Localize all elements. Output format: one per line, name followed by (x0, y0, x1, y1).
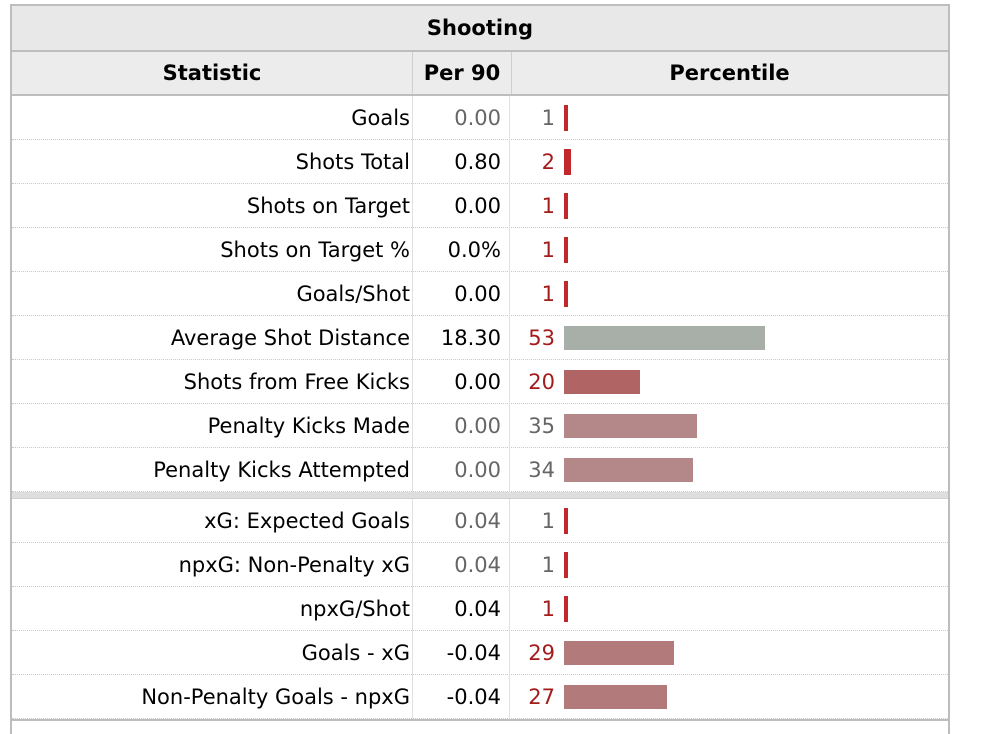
statistic-label: Goals - xG (301, 641, 410, 665)
header-per90[interactable]: Per 90 (412, 52, 512, 94)
percentile-value: 1 (541, 553, 555, 577)
per90-value: 0.00 (412, 448, 510, 492)
statistic-label: Shots on Target % (220, 238, 410, 262)
group-separator (12, 492, 948, 499)
header-percentile[interactable]: Percentile (669, 61, 790, 85)
table-row: Goals - xG -0.04 29 (12, 631, 948, 675)
percentile-value: 29 (528, 641, 555, 665)
statistic-label: Penalty Kicks Made (207, 414, 410, 438)
percentile-bar (564, 105, 568, 131)
table-body: Goals 0.00 1 Shots Total 0.80 2 Shots on Targe… (12, 96, 948, 719)
statistic-label: Shots from Free Kicks (183, 370, 410, 394)
percentile-bar (564, 596, 568, 622)
per90-value: 0.04 (412, 587, 510, 631)
header-statistic[interactable]: Statistic (162, 61, 262, 85)
table-row: Penalty Kicks Made 0.00 35 (12, 404, 948, 448)
statistic-label: Goals (351, 106, 410, 130)
table-bottom-border (12, 719, 948, 721)
per90-value: 0.00 (412, 272, 510, 316)
statistic-label: Average Shot Distance (170, 326, 410, 350)
per90-value: 0.00 (412, 360, 510, 404)
table-row: Penalty Kicks Attempted 0.00 34 (12, 448, 948, 492)
percentile-bar (564, 370, 640, 394)
percentile-value: 1 (541, 238, 555, 262)
statistic-label: Goals/Shot (296, 282, 410, 306)
per90-value: 18.30 (412, 316, 510, 360)
per90-value: 0.80 (412, 140, 510, 184)
statistic-label: npxG: Non-Penalty xG (178, 553, 410, 577)
table-frame (10, 4, 950, 734)
percentile-value: 1 (541, 194, 555, 218)
percentile-bar (564, 193, 568, 219)
percentile-bar (564, 237, 568, 263)
table-row: npxG: Non-Penalty xG 0.04 1 (12, 543, 948, 587)
statistic-label: xG: Expected Goals (204, 509, 410, 533)
percentile-value: 1 (541, 282, 555, 306)
percentile-value: 1 (541, 106, 555, 130)
per90-value: 0.00 (412, 404, 510, 448)
percentile-bar (564, 458, 694, 482)
per90-value: 0.04 (412, 543, 510, 587)
table-top-border (10, 4, 950, 6)
table-row: Average Shot Distance 18.30 53 (12, 316, 948, 360)
per90-value: 0.04 (412, 499, 510, 543)
table-title: Shooting (12, 6, 948, 52)
percentile-bar (564, 414, 697, 438)
table-row: Non-Penalty Goals - npxG -0.04 27 (12, 675, 948, 719)
percentile-bar (564, 326, 766, 350)
per90-value: -0.04 (412, 631, 510, 675)
percentile-bar (564, 149, 571, 175)
percentile-value: 1 (541, 509, 555, 533)
percentile-value: 53 (528, 326, 555, 350)
percentile-value: 34 (528, 458, 555, 482)
percentile-value: 1 (541, 597, 555, 621)
per90-value: 0.00 (412, 96, 510, 140)
statistic-label: Penalty Kicks Attempted (153, 458, 410, 482)
percentile-bar (564, 685, 667, 709)
percentile-value: 27 (528, 685, 555, 709)
percentile-value: 20 (528, 370, 555, 394)
table-header-row: Statistic Per 90 Percentile (12, 52, 948, 96)
statistic-label: npxG/Shot (299, 597, 410, 621)
percentile-bar (564, 552, 568, 578)
per90-value: 0.00 (412, 184, 510, 228)
table-row: Shots on Target % 0.0% 1 (12, 228, 948, 272)
table-row: xG: Expected Goals 0.04 1 (12, 499, 948, 543)
percentile-bar (564, 641, 675, 665)
per90-value: -0.04 (412, 675, 510, 719)
percentile-value: 35 (528, 414, 555, 438)
table-row: Shots on Target 0.00 1 (12, 184, 948, 228)
table-row: Shots Total 0.80 2 (12, 140, 948, 184)
statistic-label: Non-Penalty Goals - npxG (141, 685, 410, 709)
statistic-label: Shots Total (295, 150, 410, 174)
statistic-label: Shots on Target (246, 194, 410, 218)
per90-value: 0.0% (412, 228, 510, 272)
percentile-bar (564, 281, 568, 307)
percentile-bar (564, 508, 568, 534)
table-row: Goals/Shot 0.00 1 (12, 272, 948, 316)
table-title-text: Shooting (426, 16, 534, 40)
table-row: npxG/Shot 0.04 1 (12, 587, 948, 631)
table-row: Goals 0.00 1 (12, 96, 948, 140)
table-row: Shots from Free Kicks 0.00 20 (12, 360, 948, 404)
percentile-value: 2 (541, 150, 555, 174)
